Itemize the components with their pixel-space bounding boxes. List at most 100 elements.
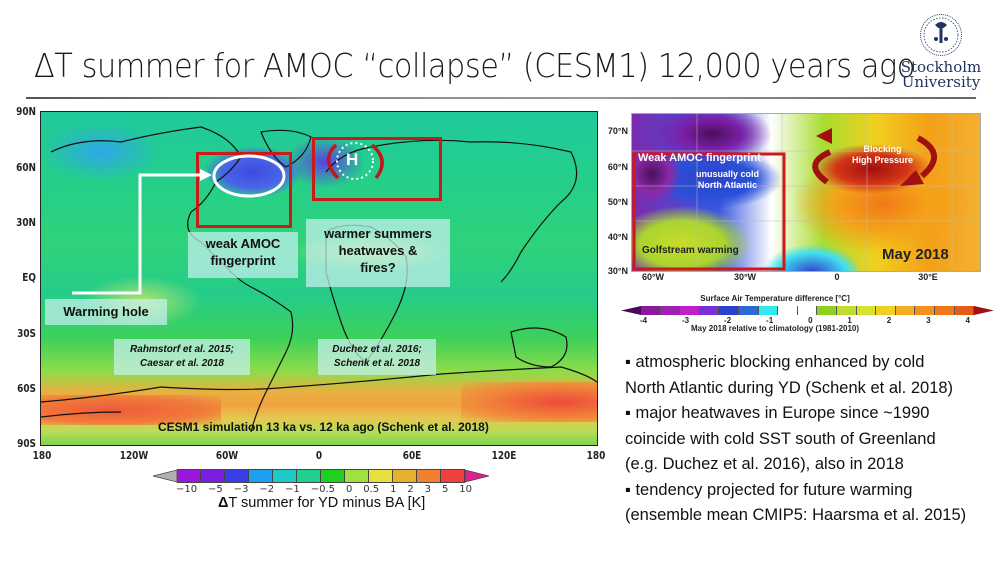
bullet-text: tendency projected for future warming xyxy=(635,480,913,499)
delta-symbol: Δ xyxy=(218,495,229,511)
blocking-arrow-right-icon xyxy=(916,135,937,179)
arrow-head-icon xyxy=(200,169,212,181)
title-divider xyxy=(26,97,976,99)
colorbar-tick: −1 xyxy=(285,484,300,495)
bullet-text-cont: (ensemble mean CMIP5: Haarsma et al. 201… xyxy=(625,506,967,524)
right-colorbar-subtitle: May 2018 relative to climatology (1981-2… xyxy=(690,324,860,333)
bullet-item: ▪ tendency projected for future warming xyxy=(625,478,995,504)
date-label: May 2018 xyxy=(882,246,949,263)
southern-ocean-warm-band xyxy=(41,395,221,425)
university-logo: Stockholm University xyxy=(896,14,986,90)
colorbar-tick: 3 xyxy=(424,484,432,495)
bullet-text-cont: coincide with cold SST south of Greenlan… xyxy=(625,429,936,448)
high-pressure-dotted-circle xyxy=(336,142,374,180)
blocking-label: Blocking High Pressure xyxy=(852,144,913,166)
annotation-line: fingerprint xyxy=(210,253,276,268)
bullet-marker-icon: ▪ xyxy=(625,404,631,422)
right-map-overlay xyxy=(632,114,980,271)
colorbar-segment xyxy=(856,306,877,315)
colorbar-segment xyxy=(201,470,225,482)
right-colorbar-ticks: -4 -3 -2 -1 0 1 2 3 4 xyxy=(640,316,970,325)
gulfstream-label: Golfstream warming xyxy=(642,245,739,256)
colorbar-segment xyxy=(738,306,759,315)
lat-label: 30S xyxy=(17,328,36,340)
bullet-marker-icon: ▪ xyxy=(625,353,631,371)
bullet-text: atmospheric blocking enhanced by cold xyxy=(635,353,925,371)
colorbar-segment xyxy=(641,306,661,315)
colorbar-under-triangle xyxy=(621,306,641,315)
bullet-marker-icon: ▪ xyxy=(625,480,631,499)
warming-hole-annotation: Warming hole xyxy=(45,299,167,325)
colorbar-segment xyxy=(660,306,681,315)
warmer-summers-annotation: warmer summers heatwaves & fires? xyxy=(306,219,450,287)
colorbar-segment xyxy=(836,306,857,315)
colorbar-tick: 1 xyxy=(390,484,397,495)
colorbar-tick: 5 xyxy=(441,484,449,495)
colorbar-over-triangle xyxy=(465,469,489,483)
colorbar-segment xyxy=(393,470,417,482)
colorbar-tick: 3 xyxy=(926,316,931,325)
colorbar-tick: 10 xyxy=(459,484,472,495)
cold-region-box xyxy=(632,152,786,271)
colorbar-segment xyxy=(321,470,345,482)
annotation-line: unusually cold xyxy=(696,169,760,179)
colorbar-tick: 2 xyxy=(886,316,892,325)
right-lat-label: 50°N xyxy=(607,197,628,207)
colorbar-segment xyxy=(273,470,297,482)
colorbar-tick: 2 xyxy=(407,484,414,495)
colorbar-segment xyxy=(876,306,896,315)
colorbar-segment xyxy=(817,306,837,315)
bullet-text-cont: North Atlantic during YD (Schenk et al. … xyxy=(625,378,954,397)
main-colorbar xyxy=(153,469,489,483)
bullet-text: major heatwaves in Europe since ~1990 xyxy=(635,404,930,422)
right-lon-label: 0 xyxy=(834,272,840,282)
colorbar-tick: 0 xyxy=(808,316,813,325)
cold-north-atlantic-label: unusually cold North Atlantic xyxy=(696,169,759,191)
colorbar-segment xyxy=(719,306,739,315)
colorbar-tick: 0 xyxy=(345,484,353,495)
circulation-arrow-left-icon xyxy=(326,143,340,180)
colorbar-segment xyxy=(680,306,700,315)
southern-ocean-warm-band xyxy=(461,382,597,422)
weak-amoc-annotation: weak AMOC fingerprint xyxy=(188,232,298,278)
reference-right-annotation: Duchez et al. 2016; Schenk et al. 2018 xyxy=(318,339,436,375)
lon-label: 120E xyxy=(491,450,517,462)
annotation-line: warmer summers xyxy=(324,226,432,241)
may-2018-anomaly-map: Weak AMOC fingerprint unusually cold Nor… xyxy=(631,113,981,272)
circulation-arrow-right-icon xyxy=(370,143,384,180)
weak-amoc-region-box xyxy=(196,152,292,228)
colorbar-over-triangle xyxy=(974,306,995,315)
annotation-line: Blocking xyxy=(863,144,902,154)
right-lat-label: 30°N xyxy=(607,266,628,276)
logo-text-line2: University xyxy=(901,73,981,91)
colorbar-segment xyxy=(778,306,798,315)
bullet-item: ▪ atmospheric blocking enhanced by cold xyxy=(625,350,995,376)
colorbar-tick: -2 xyxy=(724,316,732,325)
right-lon-label: 30°E xyxy=(918,272,938,282)
colorbar-ticks: −10 −5 −3 −2 −1 −0.5 0 0.5 1 2 3 5 10 xyxy=(176,484,472,495)
lat-label: 90N xyxy=(16,106,36,118)
annotation-line: heatwaves & xyxy=(338,243,418,258)
colorbar-tick: -4 xyxy=(640,316,648,325)
bullet-item: ▪ major heatwaves in Europe since ~1990 xyxy=(625,401,995,427)
reference-left-annotation: Rahmstorf et al. 2015; Caesar et al. 201… xyxy=(114,339,250,375)
colorbar-tick: -3 xyxy=(682,316,690,325)
lat-label: 60N xyxy=(16,162,36,174)
weak-amoc-label: Weak AMOC fingerprint xyxy=(638,152,761,164)
colorbar-segment xyxy=(797,306,818,315)
colorbar-segment xyxy=(758,306,779,315)
lat-label: 30N xyxy=(16,217,36,229)
colorbar-segment xyxy=(177,470,201,482)
annotation-line: weak AMOC xyxy=(205,236,281,251)
lon-label: 120W xyxy=(119,450,149,462)
colorbar-title: ΔT summer for YD minus BA [K] xyxy=(218,495,425,511)
slide-title: ΔT summer for AMOC “collapse” (CESM1) 12… xyxy=(34,46,915,85)
blocking-arrow-left-icon xyxy=(812,149,832,185)
lon-label: 180 xyxy=(586,450,606,462)
university-seal-icon xyxy=(920,14,962,56)
annotation-line: Duchez et al. 2016; xyxy=(332,344,422,355)
bullet-list: ▪ atmospheric blocking enhanced by cold … xyxy=(625,350,995,529)
warming-hole-arrow xyxy=(72,173,205,295)
colorbar-tick: −5 xyxy=(208,484,223,495)
